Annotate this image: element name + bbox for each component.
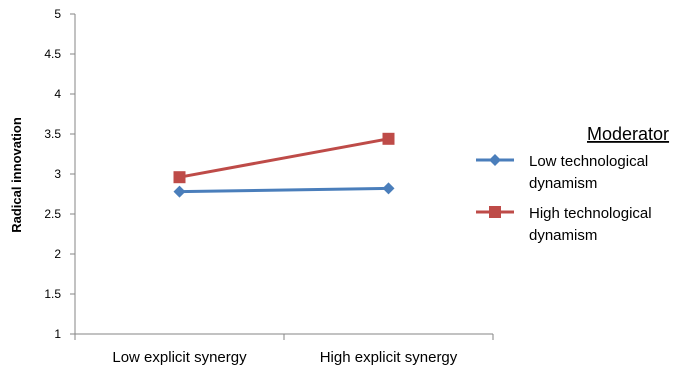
legend-marker (489, 206, 501, 218)
data-point (382, 132, 395, 145)
legend: Moderator Low technologicaldynamismHigh … (476, 124, 669, 244)
series-line (179, 137, 389, 179)
y-tick-label: 3.5 (44, 127, 61, 141)
y-axis: 1 1.5 2 2.5 3 3.5 4 4.5 5 (44, 7, 76, 341)
y-tick-label: 2 (54, 247, 61, 261)
y-tick-label: 1 (54, 327, 61, 341)
data-point (173, 171, 186, 184)
series-line (179, 186, 389, 194)
y-tick-label: 4.5 (44, 47, 61, 61)
x-tick-label: High explicit synergy (320, 349, 458, 366)
series-1 (173, 182, 395, 198)
legend-entry-1: Low technological dynamism (476, 153, 648, 192)
legend-title: Moderator (587, 124, 669, 144)
data-point (173, 185, 186, 198)
legend-marker (489, 154, 501, 166)
series-2 (173, 132, 395, 184)
legend-entry-2: High technological dynamism (476, 205, 652, 244)
y-tick-label: 1.5 (44, 287, 61, 301)
legend-label: High technological (529, 205, 652, 222)
y-tick-label: 5 (54, 7, 61, 21)
legend-label: dynamism (529, 175, 597, 192)
x-axis: Low explicit synergy High explicit synerg… (74, 333, 494, 366)
legend-label: dynamism (529, 227, 597, 244)
y-tick-label: 3 (54, 167, 61, 181)
data-point (382, 182, 395, 195)
series (173, 132, 395, 198)
y-tick-label: 2.5 (44, 207, 61, 221)
y-axis-title: Radical innovation (9, 117, 24, 233)
x-tick-label: Low explicit synergy (112, 349, 247, 366)
y-tick-label: 4 (54, 87, 61, 101)
legend-label: Low technological (529, 153, 648, 170)
